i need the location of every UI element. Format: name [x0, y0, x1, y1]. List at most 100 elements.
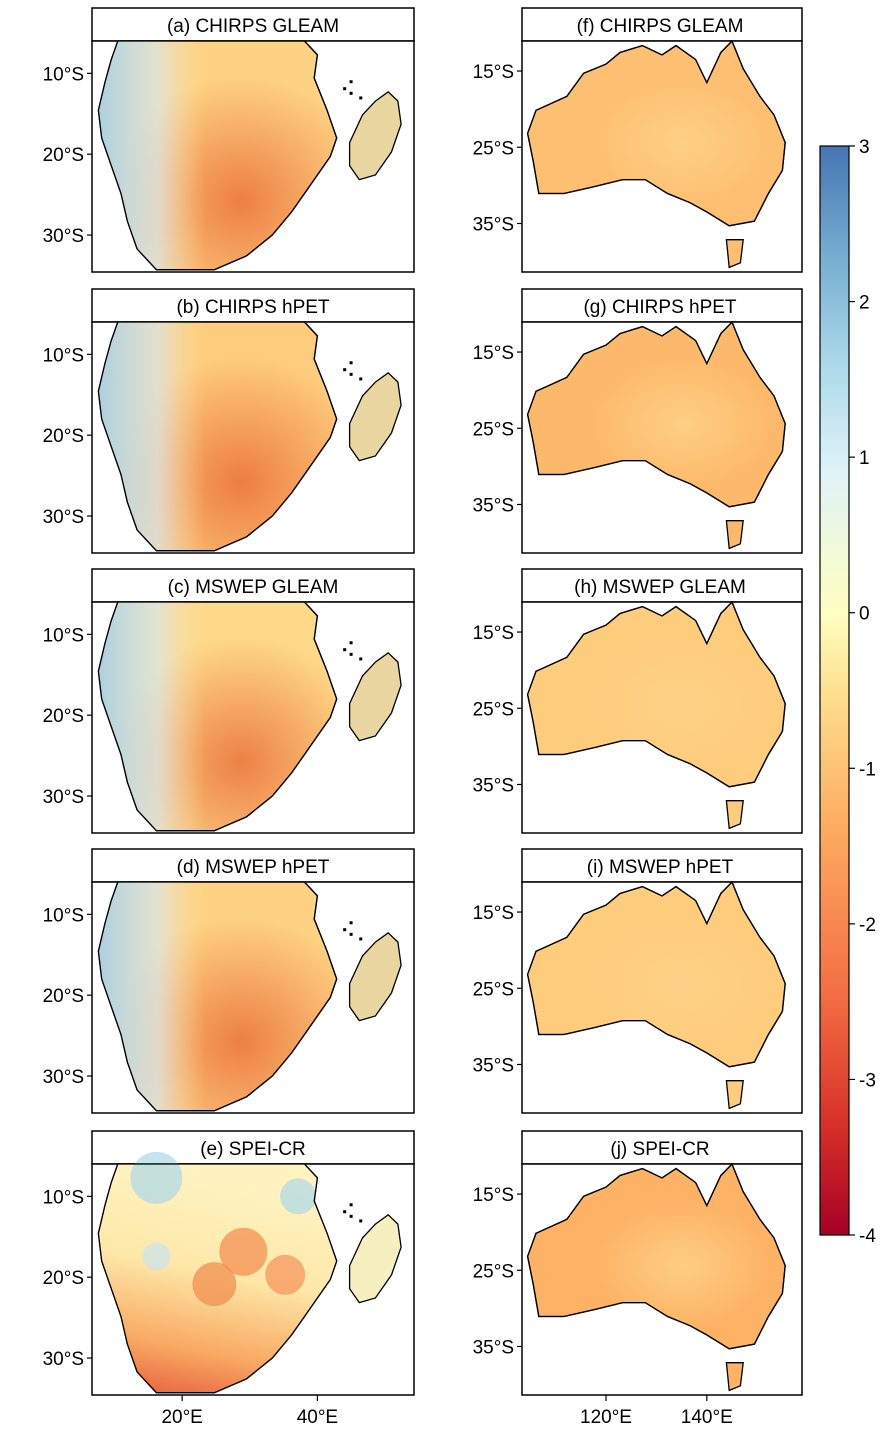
tasmania-landmass: [725, 520, 744, 550]
island-marker: [359, 377, 363, 381]
panel-a: (a) CHIRPS GLEAM 10°S 20°S 30°S: [43, 7, 415, 273]
panel-title: (i) MSWEP hPET: [587, 857, 734, 878]
madagascar-landmass: [348, 90, 402, 181]
spei-anomaly-patch: [142, 1242, 171, 1271]
madagascar-landmass: [348, 651, 402, 742]
y-tick-label: 35°S: [473, 1055, 514, 1076]
island-marker: [349, 80, 353, 84]
panel-title-box: [91, 848, 415, 883]
interior-shade: [527, 1164, 786, 1349]
panel-d: (d) MSWEP hPET 10°S 20°S 30°S: [43, 848, 415, 1114]
island-marker: [349, 641, 353, 645]
australia-coastline: [526, 320, 786, 508]
panel-title: (f) CHIRPS GLEAM: [577, 16, 744, 37]
tasmania-landmass: [725, 1362, 744, 1392]
madagascar-landmass: [348, 371, 402, 462]
west-coast-shade: [98, 602, 337, 831]
panel-title-box: [91, 568, 415, 603]
colorbar-tick-label: -1: [859, 759, 876, 780]
colorbar-tick-label: 2: [859, 293, 870, 314]
y-tick-label: 15°S: [473, 1185, 514, 1206]
y-tick-label: 15°S: [473, 623, 514, 644]
panel-b: (b) CHIRPS hPET 10°S 20°S 30°S: [43, 288, 415, 554]
y-tick-label: 20°S: [43, 706, 84, 727]
island-marker: [343, 368, 347, 372]
tasmania-landmass: [725, 800, 744, 830]
tasmania-landmass: [725, 1080, 744, 1110]
madagascar-landmass: [348, 931, 402, 1022]
panel-title: (j) SPEI-CR: [610, 1139, 709, 1160]
panel-title-box: [91, 7, 415, 42]
y-tick-label: 30°S: [43, 787, 84, 808]
colorbar-tick-label: 0: [859, 604, 870, 625]
x-tick-label: 140°E: [681, 1407, 733, 1428]
madagascar-landmass: [348, 1213, 402, 1304]
panel-e: (e) SPEI-CR 10°S 20°S 30°S 20°E 40°E: [43, 1130, 415, 1428]
panel-title: (e) SPEI-CR: [200, 1139, 306, 1160]
y-tick-label: 25°S: [473, 699, 514, 720]
y-tick-label: 15°S: [473, 343, 514, 364]
panel-i: (i) MSWEP hPET 15°S 25°S 35°S: [473, 848, 803, 1114]
y-tick-label: 10°S: [43, 64, 84, 85]
x-tick-label: 20°E: [161, 1407, 202, 1428]
africa-coastline: [97, 1163, 338, 1394]
spei-anomaly-patch: [192, 1262, 237, 1307]
y-tick-label: 15°S: [473, 62, 514, 83]
island-marker: [343, 1210, 347, 1214]
island-marker: [349, 1203, 353, 1207]
colorbar-tick-label: -2: [859, 915, 876, 936]
colorbar-tick-label: 3: [859, 137, 870, 158]
panel-h: (h) MSWEP GLEAM 15°S 25°S 35°S: [473, 568, 803, 834]
panel-title: (h) MSWEP GLEAM: [574, 577, 746, 598]
panel-title-box: [521, 848, 803, 883]
interior-shade: [527, 882, 786, 1067]
panel-title-box: [521, 288, 803, 323]
island-marker: [349, 652, 353, 656]
interior-shade: [527, 41, 786, 226]
west-coast-shade: [98, 41, 337, 270]
panel-title: (c) MSWEP GLEAM: [168, 577, 339, 598]
panel-title: (b) CHIRPS hPET: [176, 297, 329, 318]
y-tick-label: 10°S: [43, 905, 84, 926]
y-tick-label: 15°S: [473, 903, 514, 924]
panel-title: (d) MSWEP hPET: [177, 857, 330, 878]
australia-coastline: [526, 880, 786, 1068]
panel-c: (c) MSWEP GLEAM 10°S 20°S 30°S: [43, 568, 415, 834]
y-tick-label: 35°S: [473, 214, 514, 235]
panel-f: (f) CHIRPS GLEAM 15°S 25°S 35°S: [473, 7, 803, 273]
island-marker: [349, 921, 353, 925]
africa-coastline: [97, 601, 338, 832]
spei-anomaly-patch: [219, 1227, 268, 1276]
island-marker: [349, 361, 353, 365]
island-marker: [349, 932, 353, 936]
island-marker: [359, 937, 363, 941]
y-tick-label: 30°S: [43, 507, 84, 528]
y-tick-label: 30°S: [43, 1067, 84, 1088]
y-tick-label: 35°S: [473, 1337, 514, 1358]
colorbar-tick-label: 1: [859, 448, 870, 469]
west-coast-shade: [98, 322, 337, 551]
australia-coastline: [526, 1162, 786, 1350]
colorbar: 3 2 1 0 -1 -2 -3 -4: [819, 137, 876, 1247]
australia-coastline: [526, 600, 786, 788]
interior-shade: [527, 602, 786, 787]
island-marker: [349, 372, 353, 376]
y-tick-label: 20°S: [43, 426, 84, 447]
island-marker: [359, 657, 363, 661]
panel-title: (g) CHIRPS hPET: [583, 297, 736, 318]
y-tick-label: 10°S: [43, 345, 84, 366]
colorbar-tick-label: -4: [859, 1226, 876, 1247]
spei-anomaly-patch: [265, 1254, 306, 1295]
y-tick-label: 35°S: [473, 775, 514, 796]
y-tick-label: 20°S: [43, 1268, 84, 1289]
island-marker: [343, 928, 347, 932]
australia-coastline: [526, 39, 786, 227]
island-marker: [349, 1214, 353, 1218]
y-tick-label: 20°S: [43, 145, 84, 166]
spei-anomaly-patch: [280, 1178, 317, 1215]
africa-coastline: [97, 40, 338, 271]
y-tick-label: 20°S: [43, 986, 84, 1007]
colorbar-tick-label: -3: [859, 1070, 876, 1091]
interior-shade: [527, 322, 786, 507]
